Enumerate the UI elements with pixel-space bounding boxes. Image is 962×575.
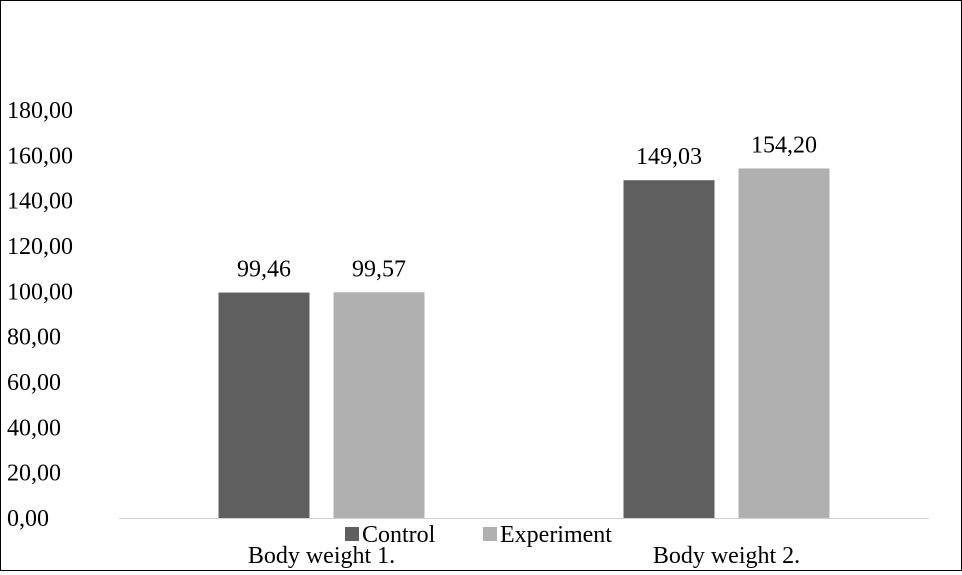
- y-tick-label: 80,00: [7, 325, 61, 351]
- data-label: 154,20: [751, 132, 817, 158]
- bar-control-1: [218, 292, 310, 518]
- legend-swatch-experiment: [483, 527, 497, 541]
- category-labels: Body weight 1. Body weight 2.: [248, 543, 800, 569]
- category-label: Body weight 2.: [653, 543, 800, 569]
- y-tick-label: 60,00: [7, 370, 61, 396]
- data-labels: 99,46 99,57 149,03 154,20: [237, 132, 817, 282]
- data-label: 99,57: [352, 256, 406, 282]
- legend-label-experiment: Experiment: [500, 522, 612, 548]
- legend-label-control: Control: [362, 522, 436, 548]
- y-tick-label: 40,00: [7, 415, 61, 441]
- category-label: Body weight 1.: [248, 543, 395, 569]
- y-axis-ticks: 0,00 20,00 40,00 60,00 80,00 100,00 120,00 140,…: [7, 98, 73, 532]
- y-tick-label: 140,00: [7, 189, 73, 215]
- y-tick-label: 180,00: [7, 98, 73, 124]
- bars: [218, 168, 830, 519]
- bar-experiment-2: [738, 168, 830, 519]
- data-label: 99,46: [237, 257, 291, 283]
- legend-swatch-control: [345, 527, 359, 541]
- y-tick-label: 100,00: [7, 279, 73, 305]
- bar-control-2: [623, 180, 715, 518]
- y-tick-label: 120,00: [7, 234, 73, 260]
- y-tick-label: 0,00: [7, 506, 49, 532]
- y-tick-label: 160,00: [7, 143, 73, 169]
- bar-experiment-1: [333, 292, 425, 518]
- legend: Control Experiment: [345, 522, 612, 548]
- data-label: 149,03: [636, 144, 702, 170]
- y-tick-label: 20,00: [7, 461, 61, 487]
